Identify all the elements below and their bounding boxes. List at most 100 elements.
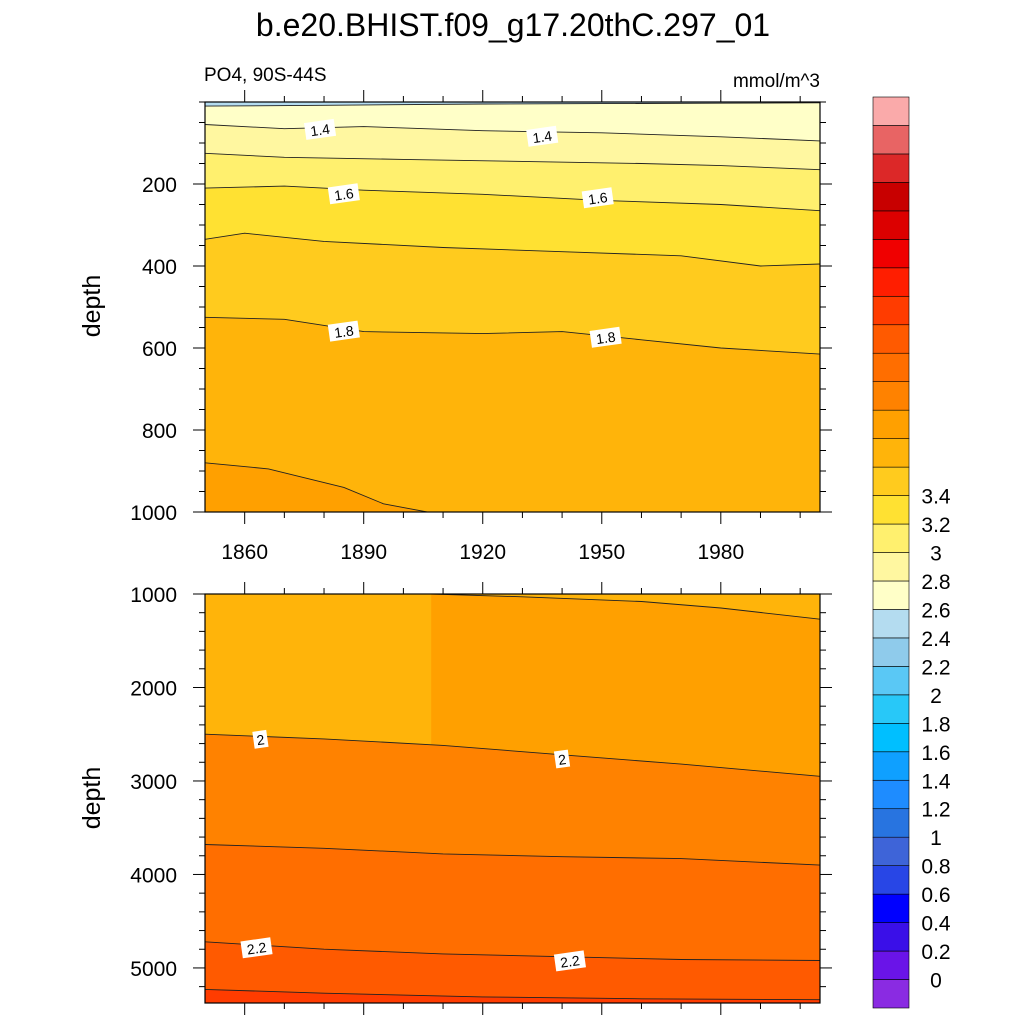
- plot-frame: [204, 593, 821, 1004]
- contour-label: 2.2: [553, 950, 586, 972]
- contour-label: 1.4: [526, 125, 559, 147]
- contour-label-text: 1.8: [595, 328, 617, 347]
- colorbar-box: [872, 523, 910, 553]
- colorbar-label: 0.6: [921, 884, 950, 907]
- contour-label-text: 2: [557, 751, 567, 768]
- colorbar-box: [872, 96, 910, 126]
- contour-line: [205, 462, 428, 512]
- y-tick-label: 400: [142, 256, 177, 279]
- lower-y-axis-label: depth: [78, 767, 106, 830]
- colorbar-box: [872, 779, 910, 810]
- upper-panel: 1.4 1.4 1.6 1.6 1.8 1.8 200 400 600 800 1000 1860 18…: [130, 90, 832, 564]
- contour-line: [205, 232, 820, 267]
- colorbar-box: [872, 182, 910, 212]
- colorbar-box: [872, 153, 910, 183]
- contour-label-text: 2.2: [559, 952, 581, 971]
- contour-label-bg: [327, 183, 360, 205]
- colorbar-box: [872, 552, 910, 582]
- contour-label-bg: [327, 320, 360, 342]
- contour-label: 2: [252, 729, 269, 749]
- contour-label-bg: [303, 118, 337, 140]
- colorbar-label: 1.4: [921, 770, 951, 793]
- contour-fills: [205, 102, 820, 512]
- contour-label: 1.4: [303, 118, 337, 140]
- contour-line: [205, 185, 820, 212]
- colorbar-label: 0.2: [921, 941, 950, 964]
- left-subtitle: PO4, 90S-44S: [204, 65, 327, 86]
- contour-band: [205, 462, 428, 512]
- x-tick-label: 1950: [578, 541, 625, 564]
- colorbar-label: 2.6: [921, 599, 950, 622]
- contour-label-text: 1.6: [333, 185, 355, 204]
- colorbar-label: 1.8: [921, 713, 950, 736]
- contour-label: 1.8: [327, 320, 360, 342]
- colorbar-box: [872, 666, 910, 696]
- lower-panel: 2 2 2.2 2.2 1000 2000 3000 4000 5000: [130, 582, 832, 1015]
- colorbar-box: [872, 381, 910, 411]
- contour-line: [205, 941, 820, 961]
- contour-label-bg: [252, 729, 269, 749]
- x-tick-label: 1920: [459, 541, 506, 564]
- contour-label: 1.6: [327, 183, 360, 205]
- colorbar-box: [872, 865, 910, 895]
- colorbar-box: [872, 210, 910, 240]
- colorbar-box: [872, 609, 910, 639]
- contour-label: 2.2: [240, 937, 273, 959]
- contour-label-bg: [240, 937, 273, 959]
- colorbar-box: [872, 808, 910, 838]
- colorbar-label: 1.6: [921, 742, 950, 765]
- x-tick-label: 1980: [697, 541, 744, 564]
- contour-label-text: 1.8: [333, 322, 355, 341]
- colorbar-label: 1.2: [921, 799, 950, 822]
- colorbar-label: 2.8: [921, 571, 950, 594]
- colorbar-box: [872, 694, 910, 724]
- colorbar-label: 3.2: [921, 514, 950, 537]
- colorbar: 0 0.2 0.4 0.6 0.8 1 1.2 1.4 1.6 1.8 2 2.2 2.4 2.6 2.8 3…: [872, 96, 951, 1009]
- colorbar-box: [872, 580, 910, 610]
- colorbar-label: 2.2: [921, 656, 950, 679]
- colorbar-box: [872, 950, 910, 980]
- y-tick-label: 5000: [130, 958, 177, 981]
- contour-line: [205, 124, 820, 142]
- colorbar-box: [872, 352, 910, 382]
- contour-label: 2: [553, 749, 571, 769]
- y-tick-label: 200: [142, 174, 177, 197]
- contour-band: [205, 317, 820, 512]
- contour-line: [205, 844, 820, 866]
- contour-line: [205, 102, 820, 107]
- y-tick-label: 600: [142, 338, 177, 361]
- colorbar-box: [872, 979, 910, 1009]
- contour-label-text: 2: [256, 731, 266, 748]
- colorbar-box: [872, 637, 910, 667]
- contour-line: [431, 594, 820, 620]
- contour-fills: [205, 594, 820, 1003]
- colorbar-box: [872, 409, 910, 439]
- colorbar-box: [872, 267, 910, 297]
- contour-line: [205, 988, 820, 1001]
- contour-line: [205, 733, 820, 777]
- x-tick-label: 1860: [221, 541, 268, 564]
- y-tick-label: 1000: [130, 502, 177, 525]
- y-tick-label: 1000: [130, 584, 177, 607]
- contour-label-bg: [581, 187, 614, 209]
- contour-label-bg: [589, 326, 622, 348]
- colorbar-box: [872, 495, 910, 525]
- colorbar-box: [872, 922, 910, 952]
- units-label: mmol/m^3: [733, 71, 820, 92]
- upper-y-axis-label: depth: [78, 275, 106, 338]
- colorbar-box: [872, 466, 910, 496]
- colorbar-box: [872, 295, 910, 326]
- colorbar-box: [872, 723, 910, 753]
- contour-label-bg: [553, 749, 571, 769]
- colorbar-label: 2.4: [921, 628, 951, 651]
- y-tick-label: 4000: [130, 864, 177, 887]
- contour-label-bg: [553, 950, 586, 972]
- x-tick-label: 1890: [340, 541, 387, 564]
- colorbar-label: 0.4: [921, 913, 951, 936]
- colorbar-box: [872, 893, 910, 923]
- contour-label-text: 1.4: [532, 127, 554, 146]
- contour-line: [205, 152, 820, 171]
- y-tick-label: 3000: [130, 771, 177, 794]
- figure-title: b.e20.BHIST.f09_g17.20thC.297_01: [256, 7, 770, 43]
